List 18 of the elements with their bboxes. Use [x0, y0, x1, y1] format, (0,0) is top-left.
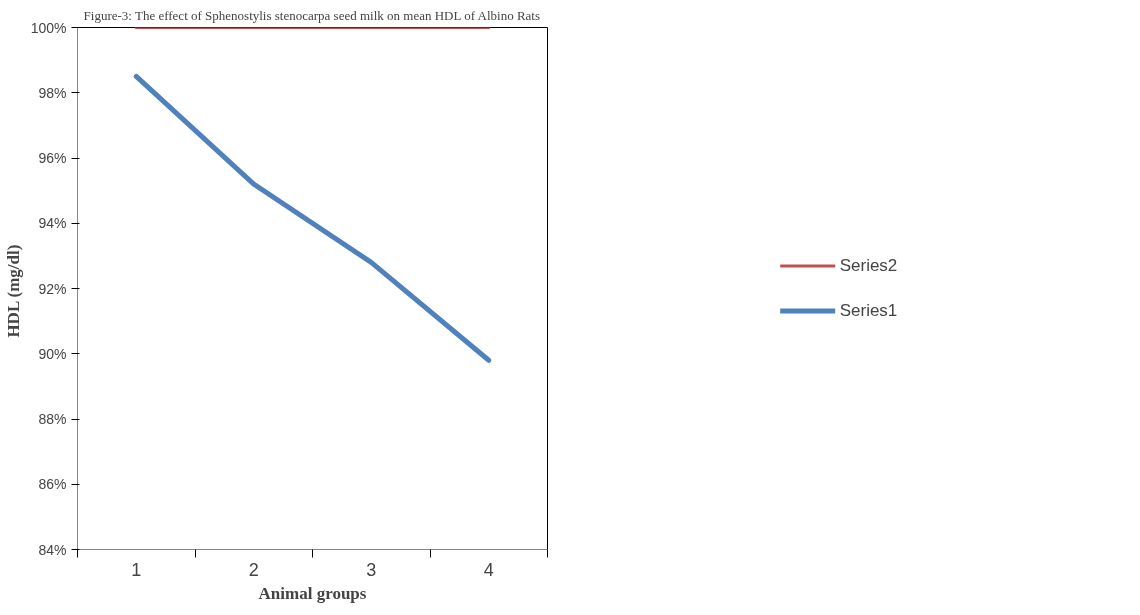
x-tick-label: 2 [248, 559, 259, 580]
chart-title: Figure-3: The effect of Sphenostylis stenocarpa seed milk on mean HDL of Albino Rats [83, 7, 541, 23]
x-tick-label: 3 [366, 559, 377, 580]
y-tick-label: 94% [38, 215, 67, 232]
x-tick-label: 1 [131, 559, 142, 580]
legend-label: Series2 [839, 255, 898, 276]
y-tick-label: 90% [38, 345, 67, 362]
y-tick-label: 84% [38, 541, 67, 558]
y-tick-label: 96% [38, 150, 67, 166]
x-tick-label: 4 [483, 559, 494, 580]
y-tick-label: 98% [38, 84, 67, 101]
legend-label: Series1 [839, 300, 898, 321]
y-tick-label: 92% [38, 280, 67, 297]
x-axis-title: Animal groups [258, 583, 367, 603]
y-tick-label: 88% [38, 411, 67, 427]
y-axis-title: HDL (mg/dl) [3, 244, 23, 338]
y-tick-label: 100% [30, 19, 67, 36]
y-tick-label: 86% [38, 476, 67, 493]
